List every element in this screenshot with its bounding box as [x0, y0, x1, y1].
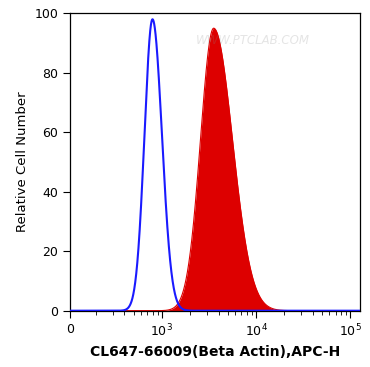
- Y-axis label: Relative Cell Number: Relative Cell Number: [16, 92, 29, 232]
- Text: WWW.PTCLAB.COM: WWW.PTCLAB.COM: [195, 34, 309, 47]
- X-axis label: CL647-66009(Beta Actin),APC-H: CL647-66009(Beta Actin),APC-H: [90, 345, 340, 359]
